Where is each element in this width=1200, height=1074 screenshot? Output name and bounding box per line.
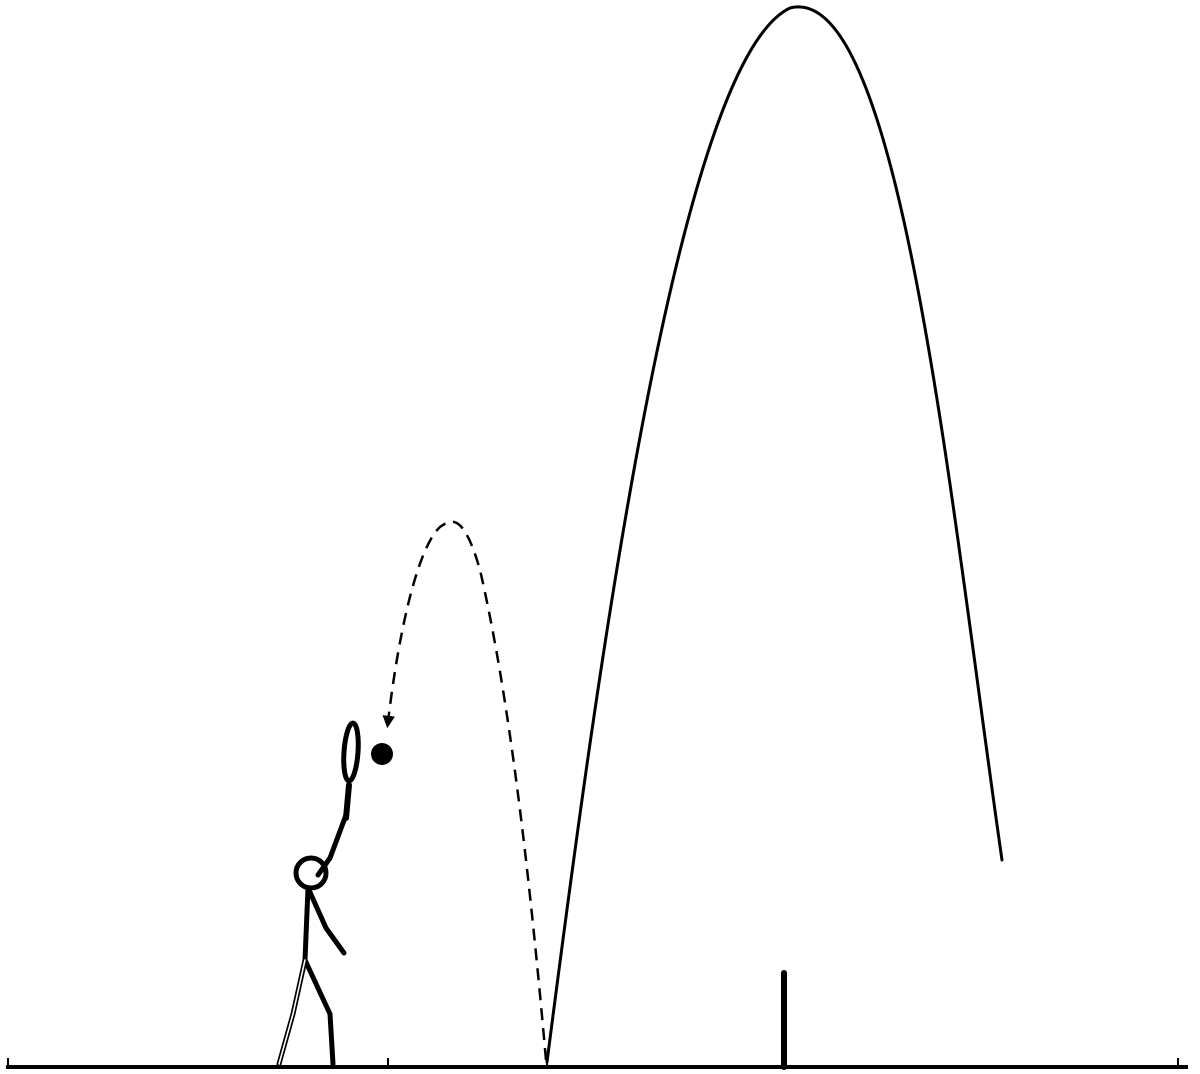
player-head <box>293 855 329 891</box>
racket-handle <box>343 782 352 821</box>
ball <box>371 743 393 765</box>
player-front-leg <box>302 957 336 1067</box>
player-back-leg-inner <box>278 959 306 1065</box>
outgoing-ball-arc <box>545 5 1004 1064</box>
incoming-ball-arc <box>382 520 548 1061</box>
racket-head <box>341 720 361 784</box>
player-raised-arm <box>315 812 349 878</box>
player-torso <box>302 885 311 963</box>
stick-figure-player <box>276 812 349 1067</box>
racket <box>341 720 361 821</box>
player-lower-arm <box>306 887 347 956</box>
